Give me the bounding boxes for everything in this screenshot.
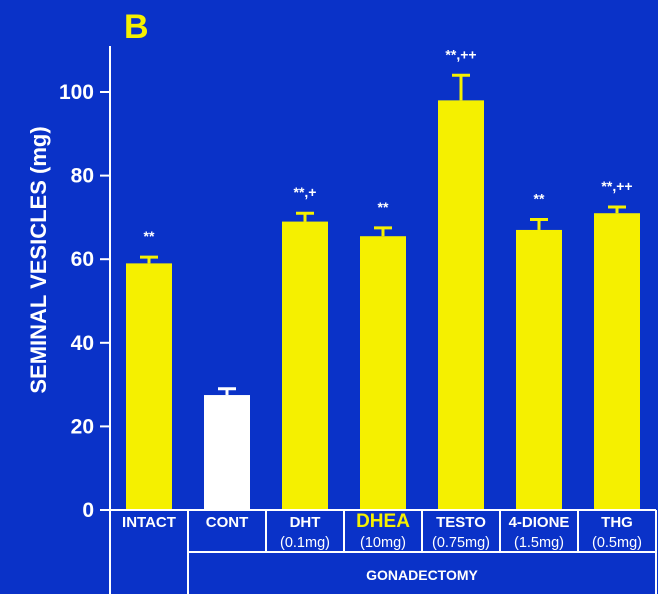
category-label: DHT bbox=[290, 514, 321, 531]
group-label: GONADECTOMY bbox=[366, 567, 478, 583]
dose-label: (0.5mg) bbox=[592, 535, 642, 551]
category-label: TESTO bbox=[436, 514, 486, 531]
bar bbox=[282, 221, 328, 510]
panel-letter: B bbox=[124, 8, 149, 46]
bar bbox=[594, 213, 640, 510]
dose-label: (0.75mg) bbox=[432, 535, 490, 551]
category-label: DHEA bbox=[356, 511, 410, 532]
significance-label: **,++ bbox=[445, 46, 476, 62]
dose-label: (1.5mg) bbox=[514, 535, 564, 551]
bar bbox=[516, 229, 562, 510]
y-tick-label: 40 bbox=[71, 332, 94, 355]
significance-label: ** bbox=[144, 228, 155, 244]
y-tick-label: 60 bbox=[71, 248, 94, 271]
significance-label: ** bbox=[378, 199, 389, 215]
category-label: CONT bbox=[206, 514, 249, 531]
bar bbox=[360, 236, 406, 510]
plot-area: 0 20 40 60 80 100 ** INTACT CONT **,+ DHT (0.1mg) **… bbox=[59, 46, 657, 594]
significance-label: **,++ bbox=[601, 178, 632, 194]
significance-label: ** bbox=[534, 190, 545, 206]
category-label: INTACT bbox=[122, 514, 176, 531]
y-axis-label: SEMINAL VESICLES (mg) bbox=[26, 126, 51, 393]
y-tick-label: 0 bbox=[82, 499, 94, 522]
bar bbox=[204, 395, 250, 510]
dose-label: (0.1mg) bbox=[280, 535, 330, 551]
significance-label: **,+ bbox=[294, 184, 317, 200]
y-tick-label: 100 bbox=[59, 81, 94, 104]
category-label: 4-DIONE bbox=[509, 514, 570, 531]
bar bbox=[438, 100, 484, 511]
y-tick-label: 80 bbox=[71, 165, 94, 188]
category-label: THG bbox=[601, 514, 633, 531]
bar bbox=[126, 263, 172, 510]
dose-label: (10mg) bbox=[360, 535, 406, 551]
y-tick-label: 20 bbox=[71, 415, 94, 438]
